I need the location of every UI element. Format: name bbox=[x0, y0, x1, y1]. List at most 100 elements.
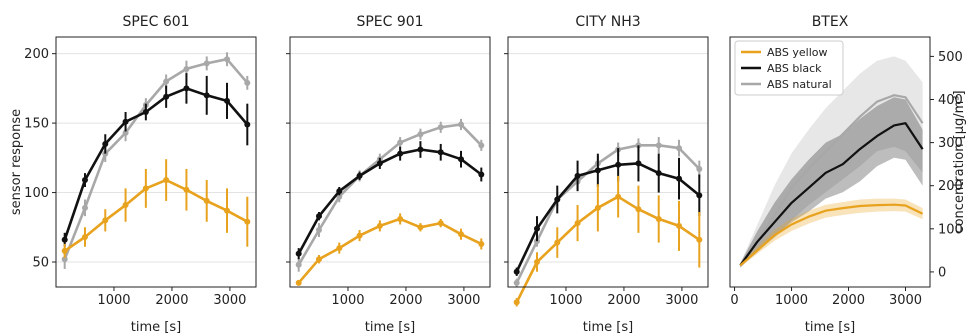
series-natural bbox=[295, 118, 485, 272]
data-point bbox=[224, 97, 231, 104]
panel-title: SPEC 601 bbox=[122, 14, 189, 30]
data-point bbox=[397, 139, 404, 146]
series-line bbox=[297, 148, 483, 255]
x-tick-label: 2000 bbox=[155, 293, 188, 308]
data-point bbox=[397, 150, 404, 157]
series-line bbox=[63, 178, 248, 252]
data-point bbox=[478, 171, 485, 178]
data-point bbox=[417, 146, 424, 153]
panel-btex: 0 100 200 300 400 500 0 1000 2000 3000 BTEX time [s… bbox=[729, 14, 967, 334]
data-point bbox=[244, 218, 251, 225]
data-point bbox=[676, 175, 683, 182]
axes-frame bbox=[289, 36, 491, 288]
data-point bbox=[61, 256, 68, 263]
series-line bbox=[63, 57, 249, 260]
data-point bbox=[356, 172, 363, 179]
x-tick-label: 3000 bbox=[889, 293, 922, 308]
x-axis-label: time [s] bbox=[583, 320, 633, 334]
series-line bbox=[297, 217, 482, 284]
data-point bbox=[458, 121, 465, 128]
data-point bbox=[203, 197, 210, 204]
axes-frame bbox=[55, 36, 257, 288]
data-point bbox=[533, 259, 540, 265]
data-point bbox=[81, 204, 88, 211]
data-point bbox=[244, 79, 251, 86]
data-point bbox=[142, 185, 149, 192]
data-point bbox=[356, 232, 363, 239]
data-point bbox=[336, 193, 343, 200]
data-point bbox=[203, 60, 210, 67]
data-point bbox=[315, 227, 322, 234]
data-point bbox=[183, 186, 190, 193]
data-point bbox=[676, 145, 683, 152]
data-point bbox=[203, 92, 210, 99]
x-tick-label: 1000 bbox=[97, 293, 130, 308]
data-point bbox=[295, 250, 302, 257]
data-point bbox=[696, 236, 703, 243]
data-point bbox=[315, 213, 322, 220]
panel-title: CITY NH3 bbox=[575, 14, 640, 30]
series-yellow bbox=[295, 213, 485, 286]
panel-spec-601: 50 100 150 200 1000 2000 3000 SPEC 601 time [s] s… bbox=[9, 14, 257, 334]
data-point bbox=[122, 129, 129, 136]
y-tick-label: 200 bbox=[24, 47, 49, 62]
data-point bbox=[61, 247, 68, 254]
data-point bbox=[336, 245, 343, 252]
y-axis-label: concentration [μg/m³] bbox=[952, 90, 967, 233]
x-tick-label: 3000 bbox=[665, 293, 698, 308]
data-point bbox=[376, 160, 383, 167]
data-point bbox=[183, 85, 190, 92]
data-point bbox=[478, 240, 485, 247]
y-axis-label: sensor response bbox=[9, 109, 24, 215]
data-point bbox=[102, 140, 109, 147]
data-point bbox=[163, 93, 170, 100]
y-tick-label: 500 bbox=[938, 50, 963, 65]
axes-frame bbox=[729, 36, 931, 288]
series-line bbox=[515, 162, 701, 273]
data-point bbox=[102, 217, 109, 224]
data-point bbox=[437, 124, 444, 131]
data-point bbox=[142, 109, 149, 115]
series-black bbox=[295, 141, 485, 260]
data-point bbox=[574, 220, 581, 227]
data-point bbox=[696, 165, 703, 172]
series-black bbox=[513, 145, 703, 276]
data-point bbox=[696, 192, 703, 199]
data-point bbox=[417, 131, 424, 138]
y-tick-label: 100 bbox=[24, 186, 49, 201]
data-point bbox=[397, 215, 404, 222]
series-yellow bbox=[513, 175, 703, 307]
data-point bbox=[513, 268, 520, 275]
series-line bbox=[515, 144, 701, 284]
panel-spec-901: 1000 2000 3000 SPEC 901 time [s] bbox=[286, 14, 491, 334]
data-point bbox=[458, 231, 465, 238]
data-point bbox=[336, 188, 343, 195]
series-line bbox=[297, 123, 483, 266]
x-tick-label: 1000 bbox=[775, 293, 808, 308]
series-line bbox=[63, 87, 249, 241]
data-point bbox=[417, 224, 424, 231]
legend-label-abs-natural: ABS natural bbox=[767, 78, 832, 91]
x-tick-label: 1000 bbox=[549, 293, 582, 308]
data-point bbox=[513, 279, 520, 286]
x-tick-label: 2000 bbox=[832, 293, 865, 308]
data-point bbox=[635, 206, 642, 213]
legend: ABS yellow ABS black ABS natural bbox=[734, 40, 844, 96]
x-axis-label: time [s] bbox=[805, 320, 855, 334]
y-tick-label: 200 bbox=[938, 179, 963, 194]
legend-box bbox=[734, 40, 844, 96]
x-axis-label: time [s] bbox=[131, 320, 181, 334]
y-tick-label: 50 bbox=[32, 256, 49, 271]
series-line-abs-black bbox=[739, 122, 924, 267]
data-point bbox=[163, 177, 170, 184]
x-tick-label: 0 bbox=[730, 293, 738, 308]
data-point bbox=[655, 142, 662, 149]
data-point bbox=[655, 170, 662, 177]
data-point bbox=[574, 172, 581, 179]
x-tick-label: 3000 bbox=[447, 293, 480, 308]
data-point bbox=[437, 149, 444, 156]
data-point bbox=[676, 222, 683, 229]
data-point bbox=[458, 156, 465, 163]
x-axis-label: time [s] bbox=[365, 320, 415, 334]
